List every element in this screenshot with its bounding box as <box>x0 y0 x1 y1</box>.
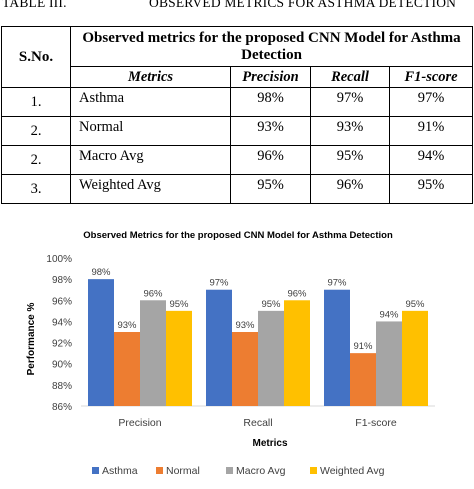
row-precision: 95% <box>230 174 311 204</box>
table-title: Observed metrics for the proposed CNN Mo… <box>69 26 474 67</box>
bar <box>350 353 376 406</box>
table-number: TABLE III. <box>2 0 67 10</box>
row-metric-name: Normal <box>70 116 231 146</box>
bar-series-group: 98% 93% 96% 95% 97% 93% 95% 96% 97% 91% 94% 95% <box>88 267 428 406</box>
metrics-table: S.No. Observed metrics for the proposed … <box>1 26 474 204</box>
bar <box>258 310 284 406</box>
table-row: 3. Weighted Avg 95% 96% 95% <box>1 174 474 204</box>
chart-title: Observed Metrics for the proposed CNN Mo… <box>83 230 393 241</box>
row-sno: 2. <box>1 145 71 175</box>
data-label: 95% <box>405 299 425 310</box>
y-tick-label: 88% <box>52 381 72 392</box>
y-tick-label: 96% <box>52 296 72 307</box>
sno-header: S.No. <box>1 26 71 88</box>
data-label: 97% <box>209 278 229 289</box>
chart-container: Observed Metrics for the proposed CNN Mo… <box>0 212 474 484</box>
row-recall: 95% <box>310 145 390 175</box>
row-precision: 96% <box>230 145 311 175</box>
data-label: 95% <box>261 299 281 310</box>
bar <box>324 289 350 406</box>
bar <box>166 310 192 406</box>
data-label: 97% <box>327 278 347 289</box>
row-f1: 95% <box>388 174 474 204</box>
row-sno: 1. <box>1 87 71 117</box>
legend-swatch <box>156 467 163 474</box>
y-tick-label: 90% <box>52 360 72 371</box>
row-recall: 96% <box>310 174 390 204</box>
row-precision: 93% <box>230 116 311 146</box>
table-row: 2. Normal 93% 93% 91% <box>1 116 474 146</box>
x-tick-label: Recall <box>243 417 272 429</box>
bar-chart: Observed Metrics for the proposed CNN Mo… <box>26 230 435 477</box>
x-tick-label: Precision <box>118 417 161 429</box>
legend-swatch <box>310 467 317 474</box>
x-axis-label: Metrics <box>252 438 287 449</box>
bar <box>284 300 310 406</box>
bar <box>114 332 140 406</box>
legend-swatch <box>92 467 99 474</box>
row-f1: 97% <box>388 87 474 117</box>
y-tick-label: 98% <box>52 275 72 286</box>
y-axis: 86% 88% 90% 92% 94% 96% 98% 100% <box>46 254 72 413</box>
y-tick-label: 94% <box>52 317 72 328</box>
row-metric-name: Asthma <box>70 87 231 117</box>
column-header-metrics: Metrics <box>70 66 231 88</box>
table-row: 2. Macro Avg 96% 95% 94% <box>1 145 474 175</box>
row-sno: 3. <box>1 174 71 204</box>
bar <box>402 310 428 406</box>
row-recall: 97% <box>310 87 390 117</box>
table-caption-title: OBSERVED METRICS FOR ASTHMA DETECTION <box>149 0 457 10</box>
row-sno: 2. <box>1 116 71 146</box>
column-header-row: Metrics Precision Recall F1-score <box>2 66 474 88</box>
y-tick-label: 100% <box>46 254 72 265</box>
row-recall: 93% <box>310 116 390 146</box>
legend-label: Normal <box>166 465 200 477</box>
row-f1: 94% <box>388 145 474 175</box>
row-metric-name: Macro Avg <box>70 145 231 175</box>
legend-label: Asthma <box>102 465 138 477</box>
legend-swatch <box>226 467 233 474</box>
row-f1: 91% <box>388 116 474 146</box>
data-label: 93% <box>235 320 255 331</box>
table-caption: TABLE III. OBSERVED METRICS FOR ASTHMA D… <box>0 0 474 15</box>
legend-label: Weighted Avg <box>320 465 385 477</box>
bar <box>88 279 114 406</box>
data-label: 96% <box>143 288 163 299</box>
table-header-row: S.No. Observed metrics for the proposed … <box>1 26 474 88</box>
bar <box>140 300 166 406</box>
data-label: 98% <box>91 267 111 278</box>
data-label: 91% <box>353 341 373 352</box>
data-label: 94% <box>379 309 399 320</box>
column-header-precision: Precision <box>230 66 311 88</box>
legend-label: Macro Avg <box>236 465 286 477</box>
data-label: 95% <box>169 299 189 310</box>
data-label: 93% <box>117 320 137 331</box>
chart-legend: Asthma Normal Macro Avg Weighted Avg <box>92 465 385 477</box>
column-header-recall: Recall <box>310 66 390 88</box>
data-label: 96% <box>287 288 307 299</box>
y-tick-label: 86% <box>52 402 72 413</box>
table-row: 1. Asthma 98% 97% 97% <box>1 87 474 117</box>
bar <box>206 289 232 406</box>
column-header-f1: F1-score <box>388 66 474 88</box>
x-axis: Precision Recall F1-score <box>118 417 396 429</box>
y-tick-label: 92% <box>52 339 72 350</box>
row-precision: 98% <box>230 87 311 117</box>
bar <box>376 321 402 406</box>
y-axis-label: Performance % <box>26 302 37 375</box>
bar <box>232 332 258 406</box>
row-metric-name: Weighted Avg <box>70 174 231 204</box>
x-tick-label: F1-score <box>355 417 397 429</box>
